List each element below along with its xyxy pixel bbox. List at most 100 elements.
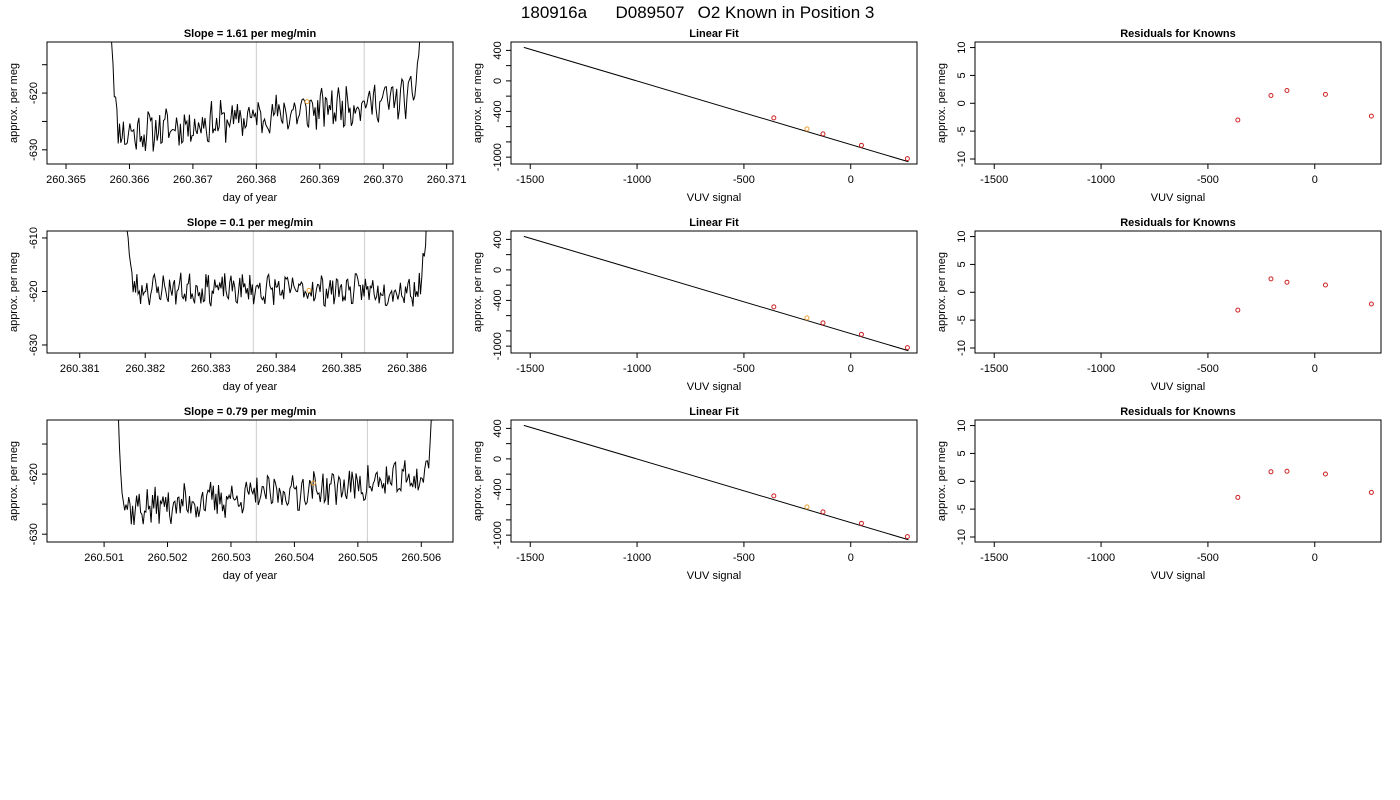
highlight-marker <box>306 287 312 293</box>
x-tick-label: -1000 <box>623 363 651 375</box>
x-tick-label: 260.381 <box>60 363 100 375</box>
data-point <box>1268 469 1274 475</box>
y-tick-label: -630 <box>28 523 40 545</box>
x-tick-label: -500 <box>733 174 755 186</box>
y-axis-label: approx. per meg <box>8 252 20 332</box>
y-tick-label: 5 <box>956 450 968 456</box>
highlight-marker <box>304 99 310 105</box>
x-tick-label: -1500 <box>516 363 544 375</box>
data-point <box>1322 282 1328 288</box>
x-tick-label: -1000 <box>623 552 651 564</box>
main-title-description: O2 Known in Position 3 <box>698 3 875 22</box>
x-axis-label: VUV signal <box>1151 381 1205 393</box>
x-tick-label: -500 <box>1197 174 1219 186</box>
y-tick-label: -10 <box>956 340 968 356</box>
y-tick-label: -1000 <box>492 143 504 171</box>
plot-frame <box>46 41 454 165</box>
data-point <box>771 304 777 310</box>
x-tick-label: 260.384 <box>256 363 296 375</box>
x-tick-label: -1500 <box>980 363 1008 375</box>
data-point <box>1368 489 1374 495</box>
y-axis-label: approx. per meg <box>472 441 484 521</box>
plot-area <box>126 231 427 353</box>
x-axis-label: VUV signal <box>1151 192 1205 204</box>
data-trace <box>118 420 434 526</box>
plot-area <box>1235 468 1374 500</box>
data-point <box>1322 91 1328 97</box>
plot-frame <box>510 41 918 165</box>
panel-2-1: Slope = 0.1 per meg/min 260.381 260.382 260… <box>8 217 454 393</box>
highlight-marker <box>310 480 316 486</box>
data-trace <box>111 42 421 152</box>
y-tick-label: 400 <box>492 230 504 248</box>
data-point <box>820 509 826 515</box>
data-point <box>1268 92 1274 98</box>
main-title: 180916a D089507 O2 Known in Position 3 <box>521 3 874 22</box>
x-tick-label: 260.382 <box>125 363 165 375</box>
x-tick-label: 260.505 <box>338 552 378 564</box>
x-tick-label: 0 <box>848 363 854 375</box>
fit-line <box>523 424 909 541</box>
panel-title: Linear Fit <box>689 28 739 40</box>
data-point <box>1322 471 1328 477</box>
plot-frame <box>46 419 454 543</box>
x-tick-label: 260.502 <box>148 552 188 564</box>
data-point <box>1284 468 1290 474</box>
plot-area <box>523 424 910 541</box>
x-tick-label: 260.386 <box>387 363 427 375</box>
y-tick-label: -5 <box>956 126 968 136</box>
x-tick-label: 260.371 <box>427 174 467 186</box>
data-point <box>904 156 910 162</box>
panel-3-1: Slope = 0.79 per meg/min 260.501 260.502 26… <box>8 406 454 582</box>
y-tick-label: 0 <box>492 78 504 84</box>
plot-area <box>111 42 421 164</box>
panel-title: Linear Fit <box>689 406 739 418</box>
x-tick-label: -500 <box>733 552 755 564</box>
y-tick-label: 5 <box>956 72 968 78</box>
data-point <box>1368 301 1374 307</box>
y-tick-label: -620 <box>28 82 40 104</box>
x-tick-label: -1000 <box>1087 552 1115 564</box>
x-tick-label: -1000 <box>623 174 651 186</box>
y-tick-label: 0 <box>956 100 968 106</box>
y-tick-label: -1000 <box>492 332 504 360</box>
panel-3-3: Residuals for Knowns -1500 -1000 -500 0 VUV s… <box>936 406 1382 582</box>
plot-frame <box>974 230 1382 354</box>
x-tick-label: -1500 <box>516 552 544 564</box>
x-tick-label: -1500 <box>516 174 544 186</box>
y-axis-label: approx. per meg <box>936 441 948 521</box>
data-point <box>858 331 864 337</box>
main-title-sample-id: D089507 <box>615 3 684 22</box>
y-tick-label: 400 <box>492 41 504 59</box>
x-tick-label: 260.506 <box>401 552 441 564</box>
data-point <box>858 142 864 148</box>
panel-title: Residuals for Knowns <box>1120 406 1236 418</box>
plot-frame <box>510 419 918 543</box>
x-tick-label: -500 <box>1197 552 1219 564</box>
x-tick-label: 260.501 <box>84 552 124 564</box>
x-tick-label: 0 <box>1312 363 1318 375</box>
y-tick-label: -10 <box>956 151 968 167</box>
data-point <box>1368 113 1374 119</box>
y-tick-label: 400 <box>492 419 504 437</box>
y-tick-label: 0 <box>492 267 504 273</box>
x-axis-label: VUV signal <box>687 381 741 393</box>
data-point <box>858 520 864 526</box>
y-tick-label: 5 <box>956 261 968 267</box>
y-axis-label: approx. per meg <box>8 441 20 521</box>
data-point <box>904 345 910 351</box>
data-point <box>1284 279 1290 285</box>
y-tick-label: -5 <box>956 504 968 514</box>
data-point <box>904 534 910 540</box>
y-tick-label: 10 <box>956 419 968 431</box>
y-axis-label: approx. per meg <box>472 252 484 332</box>
x-tick-label: -1000 <box>1087 363 1115 375</box>
panel-title: Slope = 1.61 per meg/min <box>184 28 317 40</box>
plot-area <box>1235 276 1374 313</box>
data-point <box>804 315 810 321</box>
y-axis-label: approx. per meg <box>472 63 484 143</box>
y-tick-label: 0 <box>956 289 968 295</box>
y-tick-label: 10 <box>956 41 968 53</box>
y-tick-label: -620 <box>28 280 40 302</box>
data-point <box>820 131 826 137</box>
